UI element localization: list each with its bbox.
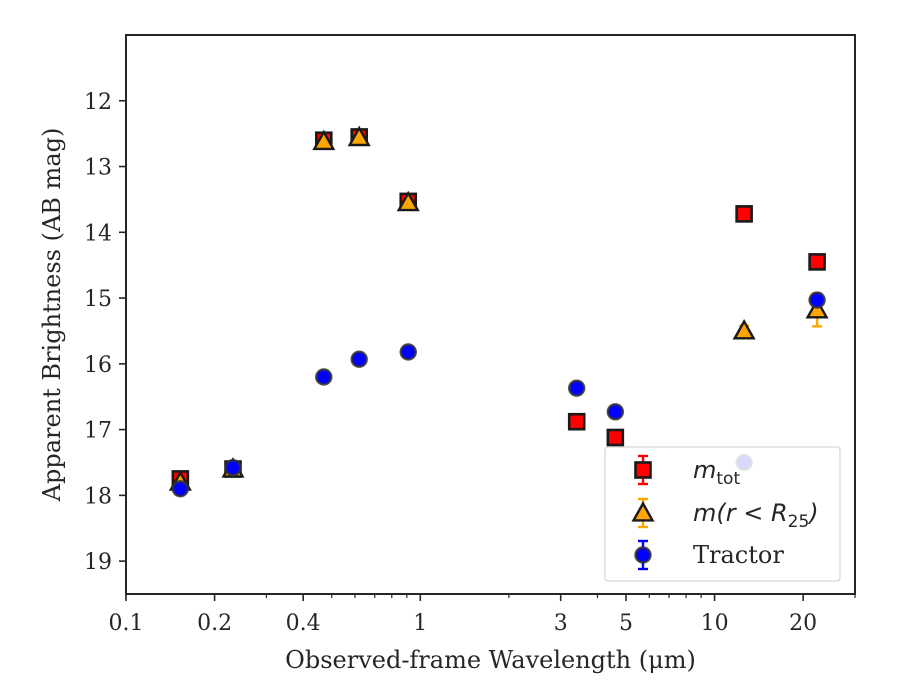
y-axis-label: Apparent Brightness (AB mag) — [38, 128, 66, 503]
x-tick-label: 0.4 — [286, 611, 321, 636]
legend-label: m(r < R25) — [693, 499, 819, 532]
y-tick-label: 15 — [84, 287, 112, 312]
point-mr25 — [347, 125, 371, 147]
y-tick-label: 14 — [84, 221, 112, 246]
point-tractor — [315, 368, 333, 386]
point-tractor — [808, 291, 826, 309]
point-mtot — [808, 253, 826, 271]
point-tractor — [171, 480, 190, 498]
legend-box — [604, 446, 841, 582]
point-mr25 — [396, 190, 420, 212]
point-tractor — [606, 403, 625, 421]
point-mtot — [567, 412, 586, 431]
x-tick-label: 0.2 — [197, 611, 232, 636]
point-tractor — [399, 343, 417, 361]
legend: mtot m(r < R25) Tractor — [604, 446, 841, 582]
y-tick-label: 19 — [84, 550, 112, 575]
y-tick-label: 12 — [84, 90, 112, 115]
x-tick-label: 3 — [554, 611, 568, 636]
legend-label: Tractor — [693, 541, 784, 569]
point-mtot — [606, 428, 625, 447]
x-tick-label: 1 — [413, 611, 427, 636]
point-tractor — [568, 379, 586, 397]
legend-label: mtot — [693, 456, 740, 489]
legend-marker — [634, 546, 652, 564]
y-tick-label: 18 — [84, 484, 112, 509]
x-axis-label: Observed-frame Wavelength (μm) — [285, 646, 696, 674]
legend-marker — [634, 461, 652, 479]
legend-item-mr25: m(r < R25) — [631, 497, 819, 532]
x-tick-label: 5 — [619, 611, 633, 636]
point-tractor — [224, 459, 242, 477]
x-tick-label: 10 — [701, 611, 729, 636]
y-tick-label: 13 — [84, 156, 112, 181]
legend-item-tractor: Tractor — [634, 539, 784, 571]
x-tick-label: 0.1 — [109, 611, 144, 636]
point-tractor — [350, 350, 368, 368]
point-mr25 — [312, 129, 336, 151]
point-mr25 — [732, 318, 756, 340]
legend-item-mtot: mtot — [634, 454, 740, 489]
x-tick-label: 20 — [789, 611, 817, 636]
legend-marker — [631, 501, 655, 522]
y-tick-label: 17 — [84, 419, 112, 444]
plot-frame — [125, 34, 856, 595]
point-mr25 — [805, 297, 829, 319]
y-tick-label: 16 — [84, 353, 112, 378]
point-mtot — [735, 205, 753, 223]
